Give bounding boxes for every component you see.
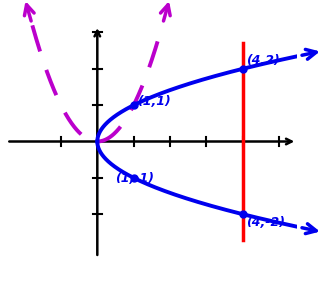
Text: (4,2): (4,2) [245, 54, 279, 67]
Text: (1,-1): (1,-1) [116, 172, 154, 185]
Text: (4,-2): (4,-2) [245, 216, 285, 229]
Text: (1,1): (1,1) [137, 95, 171, 108]
